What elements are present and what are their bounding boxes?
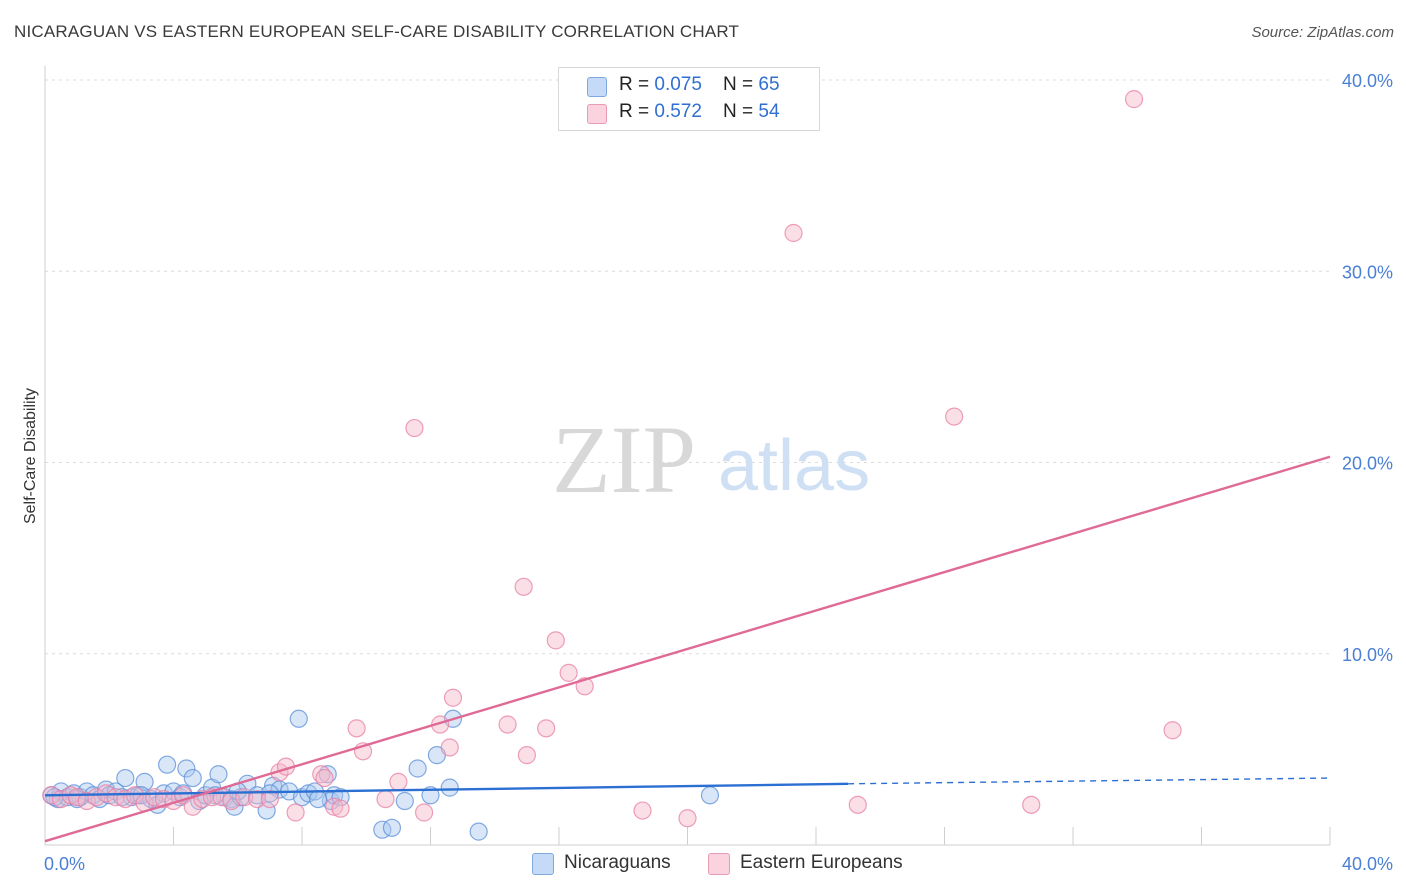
- x-tick-label: 40.0%: [1342, 854, 1393, 874]
- point-nicaraguans: [116, 768, 135, 788]
- point-eastern-europeans: [559, 663, 578, 682]
- point-eastern-europeans: [247, 789, 267, 809]
- y-tick-label: 30.0%: [1342, 262, 1393, 282]
- point-nicaraguans: [45, 788, 64, 807]
- point-eastern-europeans: [514, 577, 533, 596]
- point-nicaraguans: [177, 759, 196, 778]
- trend-lines: [44, 455, 1331, 843]
- point-nicaraguans: [225, 797, 244, 816]
- y-tick-label: 20.0%: [1342, 454, 1393, 474]
- legend-n-value: 54: [758, 101, 780, 122]
- axes: [44, 66, 1331, 846]
- point-eastern-europeans: [260, 789, 279, 809]
- point-eastern-europeans: [183, 797, 202, 816]
- point-eastern-europeans: [376, 789, 395, 809]
- source-label: Source: ZipAtlas.com: [1251, 24, 1394, 41]
- gridlines: [45, 79, 1330, 655]
- point-nicaraguans: [299, 784, 318, 803]
- legend-swatch-pink: [587, 104, 607, 124]
- correlation-legend: R = 0.075 N = 65 R = 0.572 N = 54: [558, 67, 820, 131]
- point-eastern-europeans: [68, 788, 87, 807]
- point-nicaraguans: [308, 789, 328, 809]
- legend-r-label: R =: [619, 74, 655, 95]
- point-nicaraguans: [408, 759, 427, 778]
- point-eastern-europeans: [389, 772, 408, 791]
- legend-n-label: N =: [723, 74, 759, 95]
- y-tick-label: 40.0%: [1342, 71, 1393, 91]
- point-eastern-europeans: [87, 788, 106, 807]
- legend-n-label: N =: [723, 101, 759, 122]
- legend-r-label: R =: [619, 101, 655, 122]
- legend-n-value: 65: [758, 74, 780, 95]
- point-eastern-europeans: [443, 688, 463, 707]
- legend-r-value: 0.572: [654, 101, 702, 122]
- point-nicaraguans: [209, 765, 228, 784]
- legend-r-value: 0.075: [654, 74, 702, 95]
- point-nicaraguans: [700, 786, 720, 805]
- point-nicaraguans: [395, 791, 414, 811]
- point-eastern-europeans: [405, 418, 424, 438]
- point-eastern-europeans: [945, 407, 964, 426]
- point-nicaraguans: [289, 709, 308, 728]
- trend-line-eastern-europeans: [44, 455, 1331, 843]
- trend-line-nicaraguans-extension: [848, 777, 1331, 785]
- point-eastern-europeans: [347, 719, 366, 738]
- point-eastern-europeans: [848, 795, 867, 814]
- legend-swatch-blue: [532, 853, 554, 875]
- y-axis-label: Self-Care Disability: [22, 388, 39, 524]
- point-eastern-europeans: [784, 223, 803, 243]
- point-nicaraguans: [183, 768, 202, 788]
- legend-swatch-blue: [587, 77, 607, 97]
- point-eastern-europeans: [498, 715, 517, 734]
- y-tick-label: 10.0%: [1342, 645, 1393, 665]
- point-eastern-europeans: [331, 799, 350, 818]
- point-nicaraguans: [157, 755, 177, 774]
- point-eastern-europeans: [440, 738, 459, 757]
- point-eastern-europeans: [678, 809, 697, 828]
- watermark: ZIP atlas: [552, 406, 870, 513]
- point-nicaraguans: [440, 778, 459, 797]
- legend-label: Eastern Europeans: [740, 852, 903, 873]
- watermark-atlas: atlas: [718, 426, 870, 506]
- point-eastern-europeans: [633, 801, 652, 820]
- chart-title: NICARAGUAN VS EASTERN EUROPEAN SELF-CARE…: [14, 22, 740, 41]
- point-eastern-europeans: [414, 803, 434, 822]
- point-eastern-europeans: [77, 791, 96, 811]
- legend-label: Nicaraguans: [564, 852, 671, 873]
- point-eastern-europeans: [1124, 90, 1144, 109]
- point-eastern-europeans: [315, 768, 334, 788]
- point-eastern-europeans: [546, 631, 565, 650]
- point-eastern-europeans: [1163, 721, 1182, 740]
- point-nicaraguans: [469, 822, 488, 841]
- point-nicaraguans: [135, 772, 154, 791]
- x-tick-label: 0.0%: [44, 854, 85, 874]
- watermark-zip: ZIP: [552, 406, 696, 513]
- point-eastern-europeans: [537, 719, 556, 738]
- point-eastern-europeans: [286, 803, 305, 822]
- point-eastern-europeans: [517, 746, 536, 765]
- point-nicaraguans: [382, 818, 402, 837]
- tick-labels: 10.0% 20.0% 30.0% 40.0% 0.0% 40.0%: [44, 71, 1393, 874]
- trend-line-nicaraguans: [44, 782, 849, 797]
- point-eastern-europeans: [325, 797, 344, 816]
- legend-swatch-pink: [708, 853, 730, 875]
- point-eastern-europeans: [1022, 795, 1041, 814]
